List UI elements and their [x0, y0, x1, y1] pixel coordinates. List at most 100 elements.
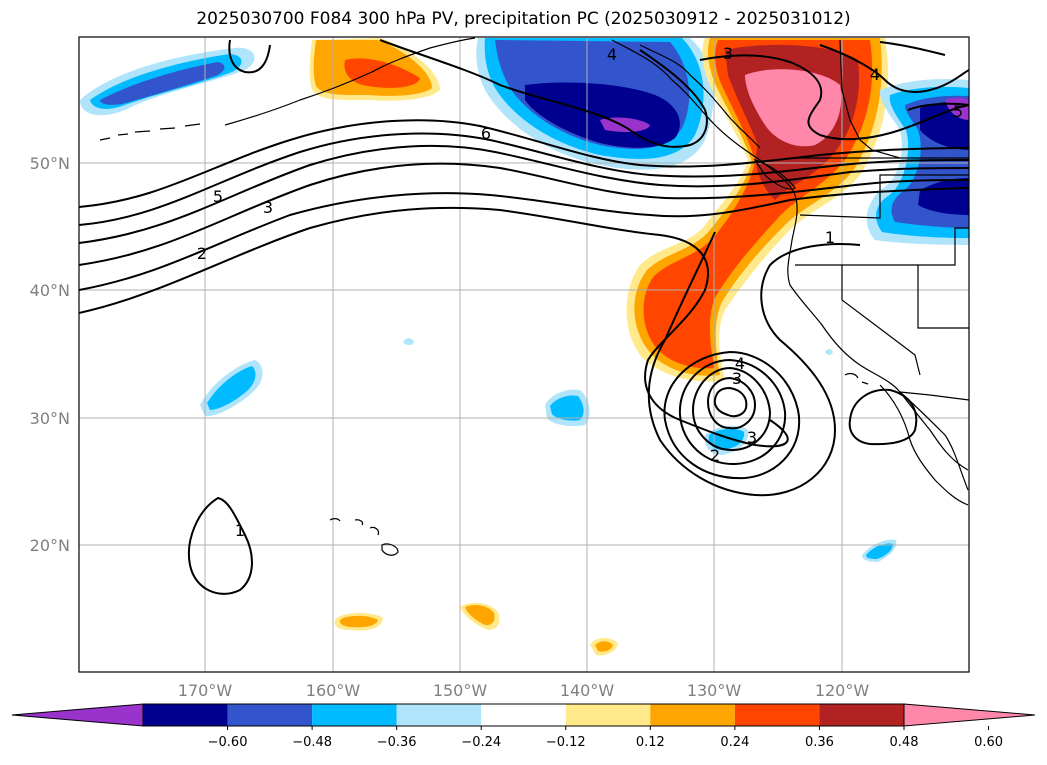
pv-contour: [907, 102, 969, 111]
pv-contour-labels: 6 5 3 2 4 3 4 1 5 4 3 3 2 1: [197, 44, 963, 540]
pv-contour-center: [713, 386, 748, 418]
pv-contour-label: 5: [213, 187, 223, 206]
colorbar-extend-max: [903, 703, 1036, 727]
pv-contour: [228, 39, 271, 74]
pv-contour-low-3: [678, 358, 787, 466]
coastline-vancouver-island: [753, 158, 796, 190]
pv-contour-low-1: [647, 231, 861, 497]
colorbar-outline: [142, 703, 905, 727]
pv-contour-label: 2: [197, 244, 207, 263]
precip-negative-small: [866, 543, 893, 559]
pv-contour: [79, 206, 789, 448]
precip-negative-gulf-alaska: [525, 82, 680, 148]
lat-label: 50°N: [30, 154, 70, 173]
pv-contour: [79, 132, 969, 226]
precip-negative-small: [403, 338, 414, 345]
lon-label: 160°W: [306, 681, 361, 700]
lat-label: 30°N: [30, 409, 70, 428]
map-area: 6 5 3 2 4 3 4 1 5 4 3 3 2 1: [79, 37, 969, 672]
pv-contour: [699, 54, 969, 141]
colorbar-tick-label: −0.12: [546, 735, 586, 750]
lat-labels: 50°N 40°N 30°N 20°N: [30, 154, 70, 555]
pv-contour-label: 6: [481, 124, 491, 143]
pv-contour-label: 4: [870, 65, 880, 84]
coastline-channel-islands: [844, 372, 869, 385]
coastline-gulf-california: [899, 391, 969, 471]
precip-negative-great-basin: [918, 178, 969, 215]
lon-label: 170°W: [178, 681, 233, 700]
gridlines: [79, 37, 969, 672]
border-nevada-utah: [917, 265, 969, 329]
pv-contour-label: 3: [732, 369, 742, 388]
colorbar-tick-label: 0.36: [805, 735, 834, 750]
border-us-mexico: [899, 391, 969, 401]
pv-contour-label: 1: [825, 228, 835, 247]
precip-positive-small: [465, 605, 495, 626]
border-california-oregon: [795, 227, 969, 266]
pv-contour-low-5: [706, 376, 757, 430]
precip-positive-small: [339, 615, 378, 628]
colorbar-tick-label: 0.48: [890, 735, 919, 750]
pv-contour: [79, 119, 969, 208]
border-california-nevada: [841, 265, 921, 376]
pv-contour-label: 5: [953, 102, 963, 121]
map-frame: [78, 36, 970, 673]
pv-contour-label: 4: [735, 354, 745, 373]
precip-negative-small: [825, 349, 833, 355]
precip-positive-alaska: [344, 58, 420, 88]
colorbar-segment: [227, 704, 313, 726]
colorbar-segment: [396, 704, 482, 726]
pv-contour: [79, 144, 969, 244]
colorbar-tick-label: 0.24: [720, 735, 749, 750]
colorbar-tick-label: −0.24: [461, 735, 501, 750]
coastline-alaska-peninsula: [224, 37, 476, 126]
colorbar-segment: [650, 704, 735, 726]
coastline-aleutians: [99, 123, 201, 141]
precip-positive-atmospheric-river: [745, 69, 842, 147]
pv-contour-low-4: [691, 366, 772, 452]
pv-contour-label: 3: [747, 428, 757, 447]
coastline-baja: [879, 384, 969, 506]
lon-label: 140°W: [560, 681, 615, 700]
colorbar-extend-min: [11, 703, 144, 727]
pv-contour: [379, 39, 708, 148]
pv-contour: [79, 187, 969, 291]
colorbar-segment: [734, 704, 820, 726]
pv-contour-label: 1: [235, 521, 245, 540]
pv-contour-label: 3: [263, 198, 273, 217]
coastline-hawaii: [329, 518, 399, 556]
pv-contour-label: 3: [723, 44, 733, 63]
colorbar-segment: [312, 704, 397, 726]
pv-contour: [188, 496, 253, 595]
colorbar-segment: [481, 704, 566, 726]
pv-contour: [79, 162, 969, 266]
coastline-alaska-panhandle: [639, 44, 761, 149]
lon-label: 120°W: [815, 681, 870, 700]
lat-label: 40°N: [30, 281, 70, 300]
map-title: 2025030700 F084 300 hPa PV, precipitatio…: [196, 9, 851, 29]
pv-contour: [879, 41, 946, 56]
colorbar-tick-label: 0.60: [974, 735, 1003, 750]
pv-contours: [79, 39, 969, 595]
colorbar-segment: [143, 704, 228, 726]
pv-contour-low-2: [663, 350, 801, 480]
lon-label: 150°W: [433, 681, 488, 700]
precip-positive-small: [595, 641, 613, 652]
precip-negative-small: [207, 366, 256, 410]
lat-label: 20°N: [30, 536, 70, 555]
pv-contour-label: 2: [710, 446, 720, 465]
lon-labels: 170°W 160°W 150°W 140°W 130°W 120°W: [178, 681, 870, 700]
colorbar-segment: [819, 704, 904, 726]
pv-contour: [848, 388, 918, 446]
colorbar-tick-label: −0.60: [208, 735, 248, 750]
precip-negative-aleutian: [100, 62, 225, 105]
colorbar-tick-label: −0.48: [292, 735, 332, 750]
colorbar: −0.60 −0.48 −0.36 −0.24 −0.12 0.12 0.24 0.36 0.4…: [11, 703, 1036, 750]
border-oregon-washington: [799, 174, 969, 219]
precip-negative-small: [550, 395, 584, 421]
colorbar-segment: [565, 704, 651, 726]
pv-contour-label: 4: [607, 45, 617, 64]
pv-contour: [819, 44, 969, 93]
colorbar-tick-label: 0.12: [636, 735, 665, 750]
